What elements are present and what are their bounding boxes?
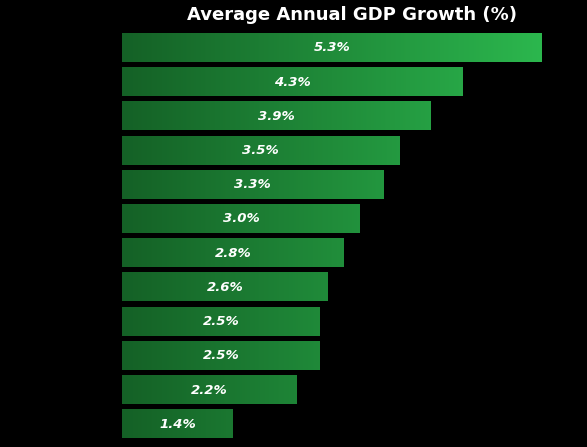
Text: 1.4%: 1.4% xyxy=(159,418,196,431)
Text: 5.3%: 5.3% xyxy=(313,41,350,54)
Text: 3.5%: 3.5% xyxy=(242,144,279,157)
Text: 2.5%: 2.5% xyxy=(203,315,239,328)
Text: 3.0%: 3.0% xyxy=(222,212,259,225)
Text: 2.2%: 2.2% xyxy=(191,384,228,396)
Text: 2.5%: 2.5% xyxy=(203,350,239,363)
Text: 3.3%: 3.3% xyxy=(234,178,271,191)
Text: 3.9%: 3.9% xyxy=(258,110,295,123)
Text: 4.3%: 4.3% xyxy=(274,76,311,89)
Title: Average Annual GDP Growth (%): Average Annual GDP Growth (%) xyxy=(187,5,517,24)
Text: 2.6%: 2.6% xyxy=(207,281,244,294)
Text: 2.8%: 2.8% xyxy=(215,247,251,260)
